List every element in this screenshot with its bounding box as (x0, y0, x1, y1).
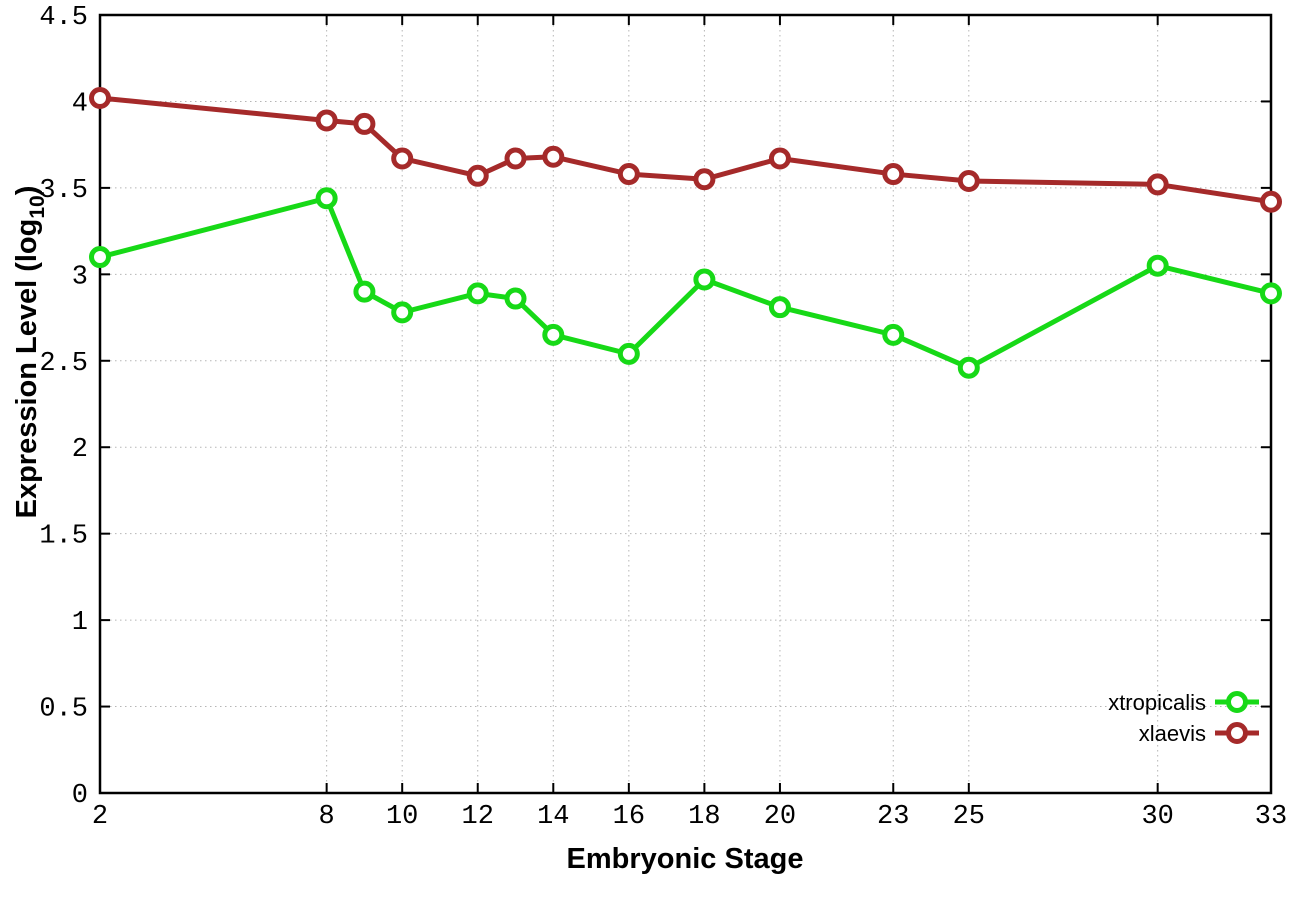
x-tick-label: 33 (1255, 802, 1287, 832)
y-tick-label: 0.5 (39, 695, 88, 725)
data-point-xtropicalis (957, 356, 980, 379)
axes (98, 13, 1273, 795)
y-tick-label: 4 (72, 89, 88, 119)
data-point-xtropicalis (391, 301, 414, 324)
x-tick-label: 10 (386, 802, 418, 832)
legend-label-xtropicalis: xtropicalis (1108, 690, 1206, 715)
data-point-xlaevis (957, 169, 980, 192)
data-point-xtropicalis (315, 187, 338, 210)
y-tick-label: 3 (72, 262, 88, 292)
series-line-xtropicalis (97, 195, 1274, 371)
legend-marker-xlaevis (1226, 722, 1248, 744)
x-tick-label: 23 (877, 802, 909, 832)
data-point-xtropicalis (542, 323, 565, 346)
tick-labels: 2 8 10 12 14 16 18 20 23 25 30 33 0 0.5 1 1.5 2 2.5 3 3.5 4 4… (39, 3, 1287, 832)
data-point-xtropicalis (504, 287, 527, 310)
y-tick-label: 4.5 (39, 3, 88, 33)
y-tick-label: 1.5 (39, 522, 88, 552)
series-xtropicalis (89, 187, 1282, 379)
plot-border (98, 13, 1273, 795)
x-tick-label: 8 (319, 802, 335, 832)
data-point-xlaevis (504, 147, 527, 170)
data-point-xtropicalis (1260, 282, 1282, 305)
x-tick-label: 12 (462, 802, 494, 832)
legend-sample-xlaevis (1215, 722, 1259, 744)
data-point-xtropicalis (89, 246, 111, 269)
data-point-xtropicalis (466, 282, 489, 305)
x-tick-label: 25 (953, 802, 985, 832)
data-point-xlaevis (882, 163, 905, 186)
x-axis-title: Embryonic Stage (567, 843, 804, 875)
gridlines (99, 14, 1272, 794)
data-point-xlaevis (1146, 173, 1169, 196)
data-point-xlaevis (391, 147, 414, 170)
series-xlaevis (89, 86, 1282, 213)
x-tick-label: 16 (613, 802, 645, 832)
legend: xtropicalis xlaevis (1108, 690, 1259, 746)
data-point-xlaevis (89, 86, 111, 109)
data-point-xlaevis (768, 147, 791, 170)
data-point-xlaevis (315, 109, 338, 132)
legend-marker-xtropicalis (1226, 691, 1248, 713)
data-point-xlaevis (617, 163, 640, 186)
x-tick-label: 2 (92, 802, 108, 832)
data-point-xlaevis (466, 164, 489, 187)
x-tick-label: 18 (688, 802, 720, 832)
y-tick-label: 0 (72, 781, 88, 811)
legend-label-xlaevis: xlaevis (1139, 721, 1206, 746)
data-point-xtropicalis (1146, 254, 1169, 277)
y-axis-title-main: Expression Level (log (11, 219, 43, 519)
data-point-xtropicalis (353, 280, 376, 303)
data-point-xlaevis (1260, 190, 1282, 213)
y-axis-title: Expression Level (log10) (11, 186, 49, 519)
legend-sample-xtropicalis (1215, 691, 1259, 713)
x-tick-label: 30 (1141, 802, 1173, 832)
data-point-xlaevis (353, 112, 376, 135)
series-line-xlaevis (97, 95, 1274, 205)
x-tick-label: 20 (764, 802, 796, 832)
y-tick-label: 2.5 (39, 349, 88, 379)
data-point-xtropicalis (693, 268, 716, 291)
data-point-xtropicalis (617, 342, 640, 365)
data-point-xtropicalis (882, 323, 905, 346)
y-tick-label: 1 (72, 608, 88, 638)
axis-titles: Embryonic Stage Expression Level (log10) (11, 186, 803, 875)
y-tick-label: 2 (72, 435, 88, 465)
y-axis-title-subscript: 10 (26, 195, 49, 218)
data-point-xlaevis (693, 168, 716, 191)
y-tick-label: 3.5 (39, 176, 88, 206)
y-axis-title-close: ) (11, 186, 43, 196)
data-point-xlaevis (542, 145, 565, 168)
x-tick-label: 14 (537, 802, 569, 832)
data-point-xtropicalis (768, 296, 791, 319)
